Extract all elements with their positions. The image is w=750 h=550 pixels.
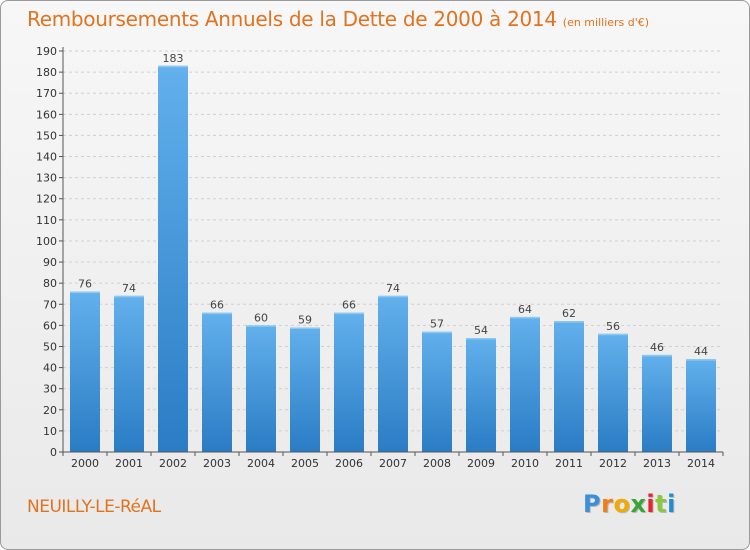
x-tick-label: 2005 [291, 457, 319, 470]
x-tick-label: 2001 [115, 457, 143, 470]
data-label: 44 [694, 345, 708, 358]
bar [202, 312, 232, 452]
bar [598, 333, 628, 452]
logo-letter: t [655, 490, 668, 518]
x-tick-label: 2000 [71, 457, 99, 470]
y-tick-label: 180 [36, 66, 57, 79]
data-label: 64 [518, 303, 532, 316]
bar-highlight [510, 316, 540, 319]
y-tick-label: 60 [43, 319, 57, 332]
bar-highlight [642, 354, 672, 357]
axes [59, 47, 724, 456]
chart-subtitle: (en milliers d'€) [562, 16, 650, 29]
bar-highlight [246, 325, 276, 327]
bar-highlight [70, 291, 100, 294]
bar [378, 295, 408, 452]
data-label: 60 [254, 311, 268, 324]
y-tick-label: 80 [43, 277, 57, 290]
x-tick-label: 2009 [467, 457, 495, 470]
bar-highlight [334, 312, 364, 315]
town-name: NEUILLY-LE-RéAL [27, 497, 161, 517]
logo-letter: x [630, 490, 647, 518]
data-label: 62 [562, 307, 576, 320]
data-label: 57 [430, 318, 444, 331]
x-tick-label: 2004 [247, 457, 275, 470]
y-tick-label: 190 [36, 45, 57, 58]
bar [70, 291, 100, 452]
y-tick-label: 150 [36, 129, 57, 142]
bar-highlight [554, 321, 584, 323]
x-tick-label: 2012 [599, 457, 627, 470]
x-tick-label: 2007 [379, 457, 407, 470]
bar [510, 316, 540, 452]
data-label: 66 [342, 299, 356, 312]
bar-highlight [598, 333, 628, 336]
y-tick-label: 50 [43, 340, 57, 353]
logo-letter: o [613, 490, 631, 518]
x-tick-label: 2011 [555, 457, 583, 470]
bar-highlight [158, 65, 188, 68]
data-label: 76 [78, 278, 92, 291]
y-tick-label: 100 [36, 235, 57, 248]
y-tick-label: 30 [43, 383, 57, 396]
bar-highlight [114, 295, 144, 298]
logo-letter: i [667, 490, 676, 518]
data-label: 74 [122, 282, 136, 295]
bar-highlight [466, 338, 496, 340]
bar [158, 65, 188, 452]
y-tick-label: 20 [43, 404, 57, 417]
x-tick-label: 2014 [687, 457, 715, 470]
y-tick-label: 130 [36, 172, 57, 185]
labels: 0 10 20 30 40 50 60 70 80 90 100 110 120 130 140 150 160… [36, 45, 715, 470]
bar [554, 321, 584, 452]
y-tick-label: 0 [50, 446, 57, 459]
y-tick-label: 110 [36, 214, 57, 227]
chart-title-text: Remboursements Annuels de la Dette de 20… [27, 7, 557, 31]
chart-title: Remboursements Annuels de la Dette de 20… [27, 7, 649, 31]
bar [290, 327, 320, 452]
bars [70, 65, 716, 452]
bar [642, 354, 672, 452]
logo-letter: r [601, 490, 614, 518]
data-label: 59 [298, 313, 312, 326]
bar-highlight [686, 359, 716, 361]
bar-highlight [290, 327, 320, 329]
y-tick-label: 10 [43, 425, 57, 438]
x-tick-label: 2013 [643, 457, 671, 470]
x-tick-label: 2006 [335, 457, 363, 470]
bar-highlight [202, 312, 232, 315]
data-label: 54 [474, 324, 488, 337]
bar [246, 325, 276, 452]
logo-letter: P [583, 490, 602, 518]
data-label: 74 [386, 282, 400, 295]
y-tick-label: 170 [36, 87, 57, 100]
bar [422, 331, 452, 452]
y-tick-label: 120 [36, 193, 57, 206]
bar [334, 312, 364, 452]
y-tick-label: 40 [43, 362, 57, 375]
y-tick-label: 90 [43, 256, 57, 269]
x-tick-label: 2002 [159, 457, 187, 470]
data-label: 183 [163, 52, 184, 65]
bar-highlight [422, 331, 452, 334]
data-label: 66 [210, 299, 224, 312]
data-label: 46 [650, 341, 664, 354]
bar-highlight [378, 295, 408, 298]
bar [114, 295, 144, 452]
bar [466, 338, 496, 452]
logo-letter: i [646, 490, 656, 518]
data-label: 56 [606, 320, 620, 333]
y-tick-label: 160 [36, 108, 57, 121]
bar [686, 359, 716, 452]
x-tick-label: 2010 [511, 457, 539, 470]
x-tick-label: 2008 [423, 457, 451, 470]
proxiti-logo: Proxiti [583, 490, 676, 518]
y-tick-label: 140 [36, 151, 57, 164]
y-tick-label: 70 [43, 298, 57, 311]
x-tick-label: 2003 [203, 457, 231, 470]
